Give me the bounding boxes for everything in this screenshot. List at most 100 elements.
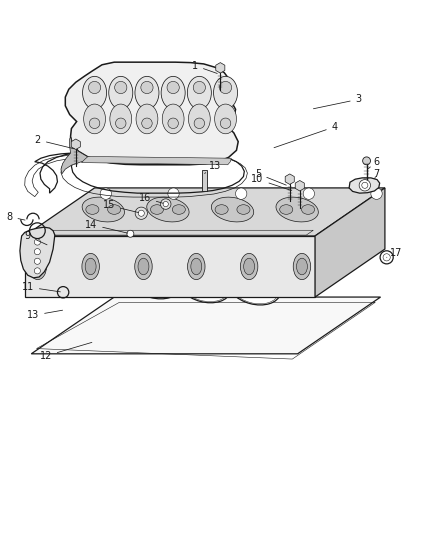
Polygon shape xyxy=(20,227,55,278)
Ellipse shape xyxy=(86,205,99,214)
Polygon shape xyxy=(61,136,98,174)
Circle shape xyxy=(219,82,232,94)
Ellipse shape xyxy=(73,266,80,271)
Circle shape xyxy=(303,188,314,199)
Circle shape xyxy=(160,199,171,209)
Ellipse shape xyxy=(147,197,189,222)
Circle shape xyxy=(34,248,40,255)
Ellipse shape xyxy=(187,76,212,109)
Ellipse shape xyxy=(82,197,124,222)
Circle shape xyxy=(34,268,40,274)
Text: 4: 4 xyxy=(274,122,338,148)
Ellipse shape xyxy=(215,104,237,134)
Circle shape xyxy=(359,180,371,191)
Circle shape xyxy=(141,82,153,94)
Ellipse shape xyxy=(124,243,131,247)
Ellipse shape xyxy=(272,275,279,280)
Text: 5: 5 xyxy=(255,169,286,185)
Circle shape xyxy=(371,188,382,199)
Polygon shape xyxy=(349,178,380,193)
Ellipse shape xyxy=(74,254,81,259)
Circle shape xyxy=(100,188,112,199)
Circle shape xyxy=(168,188,179,199)
Text: 16: 16 xyxy=(139,193,163,203)
Ellipse shape xyxy=(110,104,132,134)
Ellipse shape xyxy=(150,205,163,214)
Ellipse shape xyxy=(191,258,202,275)
Ellipse shape xyxy=(297,258,307,275)
Circle shape xyxy=(89,118,100,128)
Ellipse shape xyxy=(244,258,254,275)
Ellipse shape xyxy=(135,253,152,280)
Ellipse shape xyxy=(301,205,314,214)
Polygon shape xyxy=(31,297,381,354)
Ellipse shape xyxy=(172,205,185,214)
Circle shape xyxy=(135,207,148,220)
Text: 12: 12 xyxy=(39,342,92,361)
Text: 9: 9 xyxy=(25,231,47,245)
Circle shape xyxy=(167,82,179,94)
Ellipse shape xyxy=(190,241,197,246)
Text: 13: 13 xyxy=(27,310,63,320)
Circle shape xyxy=(168,118,178,128)
Text: 14: 14 xyxy=(85,220,127,233)
Ellipse shape xyxy=(280,205,293,214)
Circle shape xyxy=(138,210,145,216)
Polygon shape xyxy=(216,62,225,73)
Circle shape xyxy=(127,230,134,237)
Ellipse shape xyxy=(170,285,177,290)
Ellipse shape xyxy=(113,281,120,286)
Circle shape xyxy=(116,118,126,128)
Ellipse shape xyxy=(240,253,258,280)
Ellipse shape xyxy=(82,253,99,280)
Text: 11: 11 xyxy=(21,282,60,292)
Bar xyxy=(202,171,207,191)
Ellipse shape xyxy=(32,258,43,275)
Text: 13: 13 xyxy=(205,161,221,174)
Ellipse shape xyxy=(227,284,234,288)
Ellipse shape xyxy=(108,205,121,214)
Ellipse shape xyxy=(81,257,133,293)
Polygon shape xyxy=(81,157,231,165)
Ellipse shape xyxy=(187,253,205,280)
Ellipse shape xyxy=(84,104,106,134)
Polygon shape xyxy=(71,139,80,149)
Circle shape xyxy=(363,157,371,165)
Polygon shape xyxy=(25,188,385,236)
Ellipse shape xyxy=(228,269,281,305)
Ellipse shape xyxy=(109,76,133,109)
Ellipse shape xyxy=(237,205,250,214)
Ellipse shape xyxy=(128,263,181,299)
Circle shape xyxy=(236,188,247,199)
Ellipse shape xyxy=(136,104,158,134)
Polygon shape xyxy=(25,236,315,297)
Ellipse shape xyxy=(162,104,184,134)
Ellipse shape xyxy=(161,76,185,109)
Text: 1: 1 xyxy=(192,61,217,74)
Polygon shape xyxy=(295,181,304,191)
Circle shape xyxy=(34,258,40,264)
Text: 10: 10 xyxy=(251,174,291,190)
Ellipse shape xyxy=(276,197,318,222)
Polygon shape xyxy=(65,62,238,165)
Text: 15: 15 xyxy=(103,200,138,213)
Ellipse shape xyxy=(293,253,311,280)
Circle shape xyxy=(194,118,205,128)
Circle shape xyxy=(163,201,168,207)
Circle shape xyxy=(220,118,231,128)
Ellipse shape xyxy=(254,245,261,249)
Polygon shape xyxy=(315,188,385,297)
Polygon shape xyxy=(285,174,294,184)
Ellipse shape xyxy=(82,76,106,109)
Ellipse shape xyxy=(288,258,294,263)
Ellipse shape xyxy=(135,76,159,109)
Text: 2: 2 xyxy=(35,135,74,149)
Circle shape xyxy=(88,82,101,94)
Ellipse shape xyxy=(215,205,228,214)
Circle shape xyxy=(142,118,152,128)
Ellipse shape xyxy=(212,197,254,222)
Circle shape xyxy=(193,82,205,94)
Ellipse shape xyxy=(29,253,46,280)
Text: 17: 17 xyxy=(387,248,402,259)
Circle shape xyxy=(34,239,40,245)
